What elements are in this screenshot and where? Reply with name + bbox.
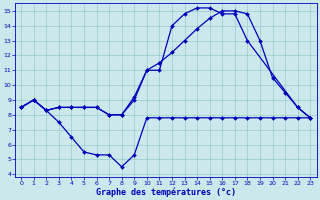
X-axis label: Graphe des températures (°c): Graphe des températures (°c) bbox=[96, 187, 236, 197]
